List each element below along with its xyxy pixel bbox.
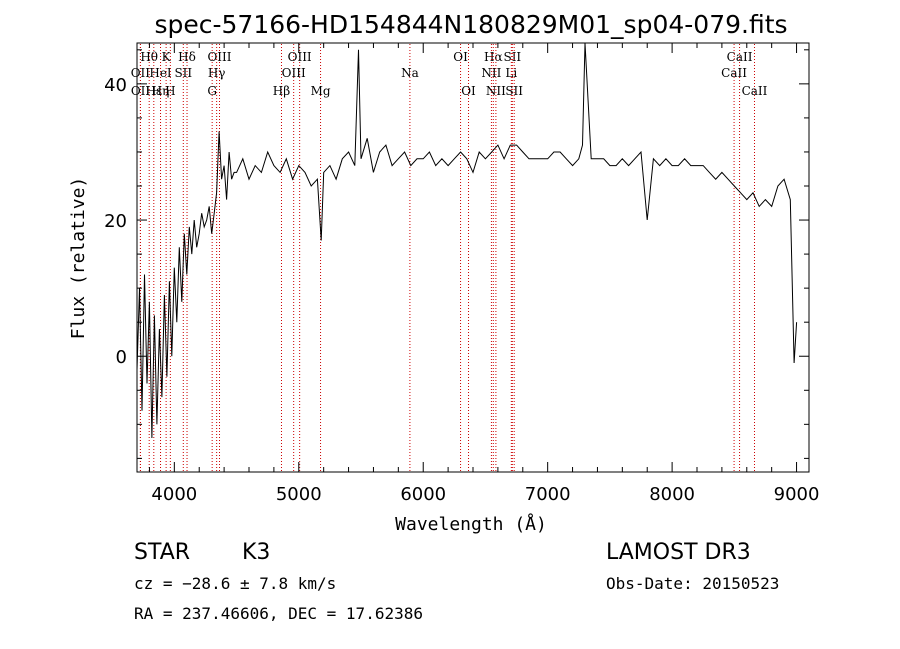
x-tick-label: 6000 xyxy=(400,484,446,505)
y-tick-label: 0 xyxy=(116,347,127,368)
coordinates: RA = 237.46606, DEC = 17.62386 xyxy=(134,604,423,623)
line-label-5: HeI xyxy=(149,66,172,80)
line-label-12: G xyxy=(207,84,217,98)
x-tick-label: 5000 xyxy=(276,484,322,505)
y-tick-label: 20 xyxy=(104,211,127,232)
line-label-17: Na xyxy=(401,66,419,80)
line-label-26: CaII xyxy=(727,50,753,64)
x-tick-label: 9000 xyxy=(774,484,820,505)
line-label-22: NII xyxy=(481,66,501,80)
line-label-9: Hδ xyxy=(178,50,196,64)
x-tick-label: 8000 xyxy=(649,484,695,505)
x-tick-label: 4000 xyxy=(151,484,197,505)
line-label-13: Hβ xyxy=(273,84,290,98)
line-label-15: OIII xyxy=(282,66,306,80)
y-tick-label: 40 xyxy=(104,75,127,96)
line-label-16: Mg xyxy=(311,84,331,98)
y-axis-label: Flux (relative) xyxy=(68,177,89,340)
line-label-0: Hθ xyxy=(140,50,158,64)
line-label-7: H xyxy=(165,84,175,98)
line-label-24: NII xyxy=(486,84,506,98)
line-label-1: OII xyxy=(131,66,151,80)
x-tick-label: 7000 xyxy=(525,484,571,505)
x-axis: 4000 5000 6000 7000 8000 9000 xyxy=(148,43,820,505)
object-class: STAR xyxy=(134,540,191,565)
line-label-23: Li xyxy=(505,66,517,80)
line-label-20: Hα xyxy=(484,50,503,64)
line-label-27: CaII xyxy=(721,66,747,80)
line-label-2: OII xyxy=(131,84,151,98)
y-axis: 0 20 40 xyxy=(104,49,809,459)
chart-title: spec-57166-HD154844N180829M01_sp04-079.f… xyxy=(154,10,787,39)
line-label-19: OI xyxy=(461,84,476,98)
object-subclass: K3 xyxy=(242,540,271,565)
line-label-11: Hγ xyxy=(208,66,226,80)
line-label-21: SII xyxy=(503,50,521,64)
x-axis-label: Wavelength (Å) xyxy=(395,513,547,535)
observation-date: Obs-Date: 20150523 xyxy=(606,574,780,593)
line-label-28: CaII xyxy=(742,84,768,98)
line-label-4: K xyxy=(162,50,172,64)
plot-frame xyxy=(136,42,810,473)
survey-name: LAMOST DR3 xyxy=(606,540,751,565)
line-label-3: Hε xyxy=(145,84,162,98)
line-label-10: OIII xyxy=(207,50,231,64)
redshift-cz: cz = −28.6 ± 7.8 km/s xyxy=(134,574,337,593)
spectrum-line xyxy=(136,42,798,439)
line-label-25: SII xyxy=(505,84,523,98)
line-label-6: Hη xyxy=(152,84,170,98)
line-label-8: SII xyxy=(174,66,192,80)
line-label-18: OI xyxy=(453,50,468,64)
line-label-14: OIII xyxy=(288,50,312,64)
